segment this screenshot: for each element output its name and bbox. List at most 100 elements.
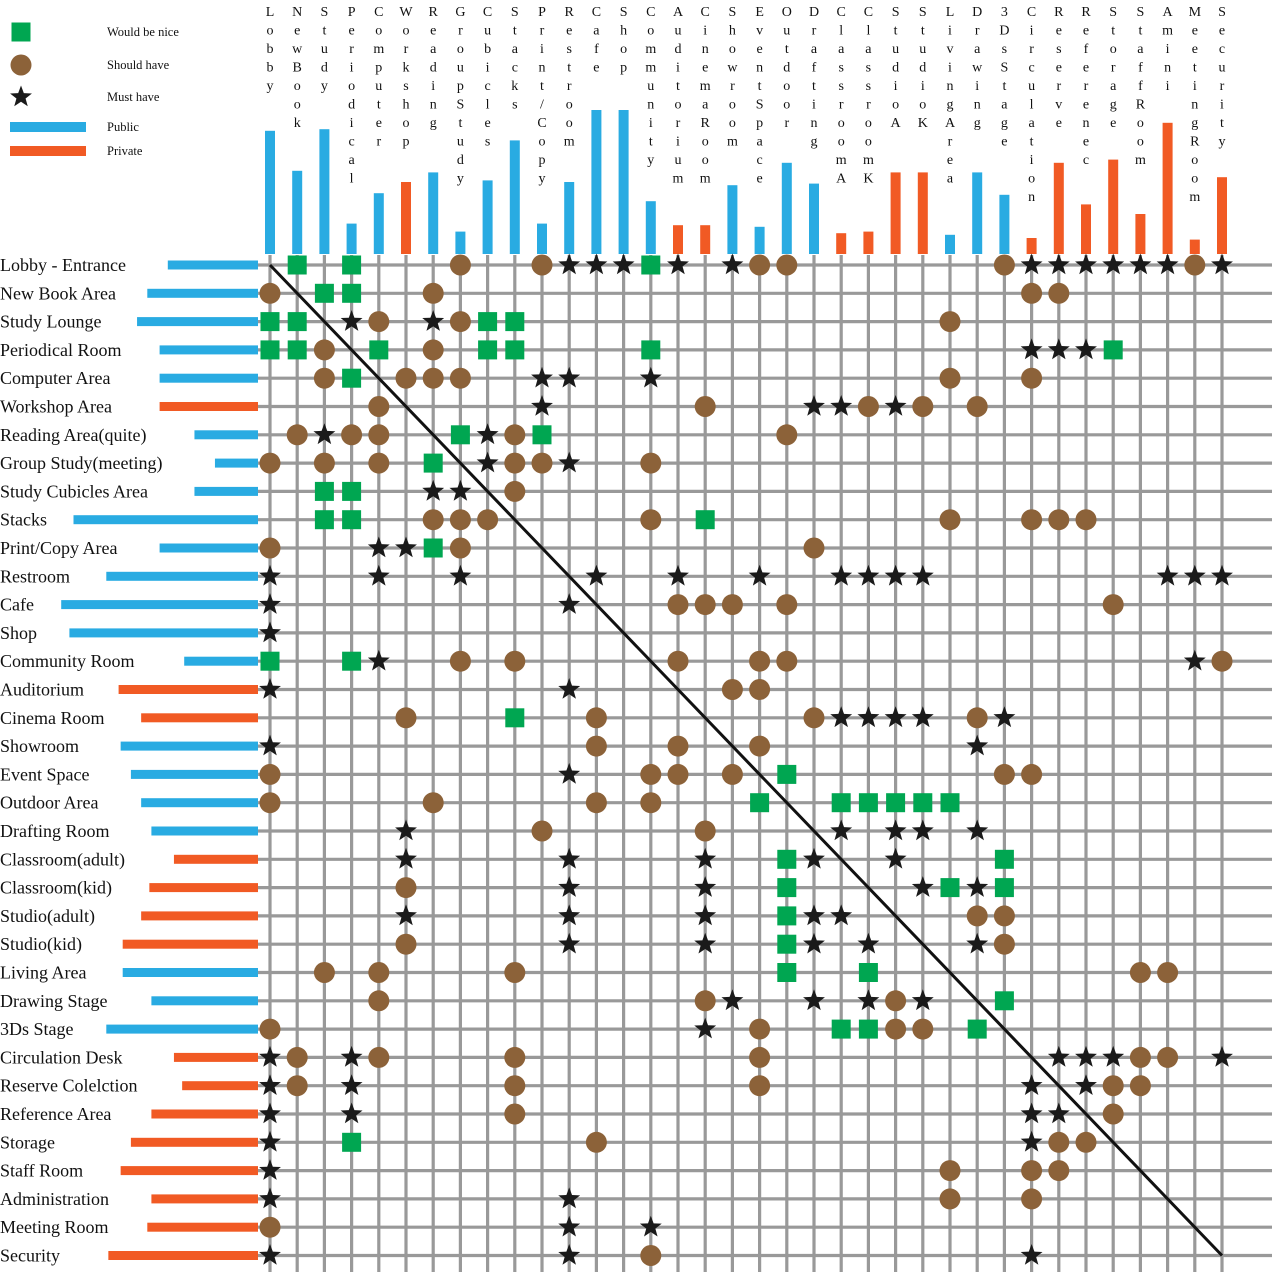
- should-have-mark: [721, 594, 743, 616]
- row-label: Shop: [0, 623, 37, 643]
- row-zone-bar: [73, 515, 258, 525]
- should-have-mark: [885, 1018, 907, 1040]
- row-zone-bar: [173, 1052, 258, 1062]
- must-have-mark: [1075, 1074, 1097, 1095]
- should-have-mark: [749, 1075, 771, 1097]
- column-zone-bar: [781, 162, 792, 254]
- must-have-mark: [558, 593, 581, 614]
- column-zone-bar: [1217, 177, 1227, 254]
- should-have-mark: [504, 424, 526, 446]
- must-have-mark: [259, 564, 281, 586]
- row-label: Reserve Colelction: [0, 1076, 137, 1096]
- would-be-nice-mark: [505, 312, 525, 332]
- should-have-mark: [749, 1046, 771, 1068]
- matrix-grid: [258, 255, 1272, 1272]
- would-be-nice-mark: [342, 368, 362, 388]
- must-have-mark: [558, 932, 581, 954]
- must-have-mark: [830, 564, 853, 586]
- column-zone-bar: [373, 193, 384, 254]
- must-have-mark: [1020, 1130, 1043, 1152]
- row-label: Auditorium: [0, 680, 84, 700]
- should-have-mark: [259, 1216, 281, 1238]
- would-be-nice-mark: [913, 793, 933, 813]
- should-have-mark: [1021, 367, 1043, 389]
- must-have-mark: [558, 762, 581, 784]
- would-be-nice-mark: [1103, 340, 1123, 360]
- should-have-mark: [667, 735, 689, 757]
- would-be-nice-mark: [342, 651, 362, 671]
- must-have-mark: [259, 1045, 281, 1067]
- would-be-nice-mark: [423, 538, 443, 558]
- should-have-mark: [640, 1245, 662, 1266]
- should-have-mark: [749, 650, 771, 672]
- column-zone-bar: [428, 172, 439, 254]
- should-have-mark: [640, 509, 662, 531]
- row-label: Classroom(adult): [0, 849, 125, 870]
- column-zone-bar: [346, 223, 357, 254]
- column-zone-bar: [836, 233, 847, 254]
- should-have-mark: [640, 452, 662, 474]
- would-be-nice-mark: [423, 453, 443, 473]
- should-have-mark: [966, 905, 988, 927]
- must-have-mark: [558, 366, 581, 388]
- column-zone-bar: [509, 140, 520, 254]
- row-zone-bar: [147, 1222, 258, 1232]
- must-have-mark: [1102, 1045, 1125, 1067]
- must-have-mark: [911, 876, 934, 897]
- should-have-mark: [504, 962, 526, 983]
- row-zone-bar: [118, 685, 258, 694]
- should-have-mark: [368, 1046, 390, 1068]
- row-label: Study Lounge: [0, 312, 102, 332]
- must-have-mark: [803, 989, 825, 1011]
- must-have-mark: [857, 564, 880, 586]
- row-zone-bar: [147, 288, 258, 298]
- legend-nice-label: Would be nice: [107, 25, 179, 39]
- must-have-mark: [911, 706, 934, 728]
- must-have-mark: [803, 932, 825, 954]
- would-be-nice-mark: [831, 1019, 851, 1039]
- must-have-mark: [1129, 253, 1152, 275]
- row-zone-bars: [61, 260, 259, 1260]
- column-zone-bar: [1108, 159, 1119, 254]
- row-label: Storage: [0, 1132, 55, 1152]
- would-be-nice-mark: [314, 283, 334, 303]
- must-have-mark: [803, 395, 825, 416]
- row-zone-bar: [141, 911, 258, 921]
- must-have-mark: [558, 1215, 581, 1237]
- row-label: Cafe: [0, 595, 34, 615]
- should-have-mark: [531, 820, 553, 842]
- row-label: Security: [0, 1246, 60, 1266]
- would-be-nice-mark: [967, 1019, 987, 1039]
- must-have-mark: [259, 734, 281, 756]
- row-zone-bar: [61, 600, 259, 610]
- must-have-mark: [340, 310, 363, 331]
- must-have-mark: [721, 253, 744, 275]
- should-have-mark: [1075, 509, 1097, 531]
- legend-should-label: Should have: [107, 58, 170, 72]
- should-have-mark: [531, 254, 553, 276]
- row-label: Stacks: [0, 510, 47, 530]
- should-have-mark: [422, 792, 444, 814]
- row-zone-bar: [184, 656, 258, 666]
- column-zone-bar: [754, 226, 765, 254]
- column-zone-bar: [319, 129, 330, 254]
- must-have-mark: [558, 876, 581, 897]
- should-have-mark: [259, 537, 281, 559]
- should-have-mark: [749, 735, 771, 757]
- should-have-mark: [993, 763, 1015, 785]
- must-have-mark: [531, 366, 553, 388]
